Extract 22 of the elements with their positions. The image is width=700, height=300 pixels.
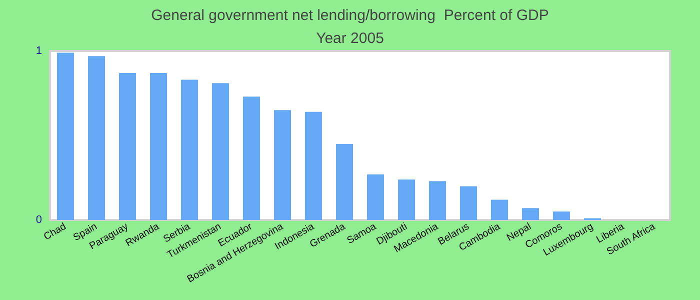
- bar: [366, 174, 384, 220]
- bar: [212, 83, 230, 220]
- bar: [552, 212, 570, 220]
- bar: [336, 144, 354, 220]
- chart-subtitle: Year 2005: [316, 30, 384, 47]
- bar: [398, 179, 416, 220]
- bar: [428, 181, 446, 220]
- bar: [274, 110, 292, 220]
- bar: [56, 52, 74, 220]
- bar: [180, 80, 198, 220]
- bar: [118, 72, 136, 220]
- bar: [490, 200, 508, 220]
- bar: [304, 112, 322, 220]
- bar: [150, 72, 168, 220]
- bar: [88, 56, 106, 220]
- bar: [460, 186, 478, 220]
- bar: [522, 208, 540, 220]
- y-tick-label: 1: [36, 45, 42, 57]
- y-tick-label: 0: [36, 214, 42, 226]
- x-tick-label: Chad: [42, 221, 68, 243]
- chart-title: General government net lending/borrowing Percent of GDP: [151, 7, 549, 24]
- bar: [242, 96, 260, 220]
